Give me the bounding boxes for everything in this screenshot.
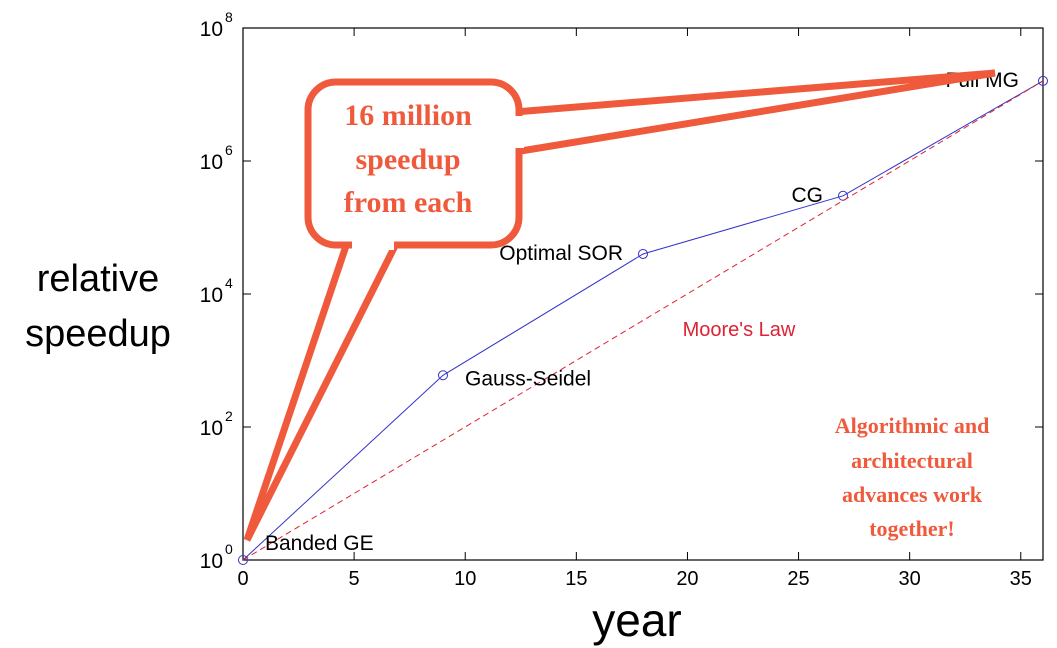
note-line-1: Algorithmic and [835, 413, 990, 438]
y-tick-label: 10 [200, 151, 223, 174]
x-tick-label: 35 [1010, 568, 1032, 590]
y-tick-exponent: 2 [225, 408, 233, 424]
y-tick-exponent: 0 [225, 541, 233, 557]
callout-seam-top [510, 116, 524, 148]
x-tick-label: 10 [454, 568, 476, 590]
series-layer [238, 75, 1048, 565]
x-tick-label: 25 [787, 568, 809, 590]
y-tick-label: 10 [200, 417, 223, 440]
x-tick-label: 30 [899, 568, 921, 590]
note: Algorithmic and architectural advances w… [835, 413, 990, 541]
algorithm-line [242, 80, 1044, 561]
callout: 16 million speedup from each [243, 69, 996, 542]
callout-line-2: speedup [355, 143, 460, 176]
x-tick-label: 0 [237, 568, 248, 590]
y-tick-label: 10 [200, 284, 223, 307]
point-label: Gauss-Seidel [465, 367, 591, 390]
x-tick-label: 15 [565, 568, 587, 590]
note-line-3: advances work [842, 482, 983, 507]
moores-law-line [242, 80, 1044, 561]
note-line-4: together! [869, 516, 955, 541]
x-axis-ticks: 0 5 10 15 20 25 30 35 [237, 28, 1032, 590]
y-axis-label-line-2: speedup [25, 313, 171, 355]
y-tick-exponent: 8 [225, 9, 233, 25]
callout-pointer-top [511, 69, 996, 157]
y-tick-label: 10 [200, 18, 223, 41]
data-point-marker [1038, 75, 1048, 86]
y-tick-label: 10 [200, 550, 223, 573]
point-label: Optimal SOR [499, 242, 623, 265]
data-point-marker [838, 190, 848, 201]
y-tick-exponent: 4 [225, 275, 233, 291]
callout-line-1: 16 million [344, 99, 472, 132]
moores-law-label: Moore's Law [683, 319, 796, 341]
data-point-marker [638, 248, 648, 259]
y-tick-exponent: 6 [225, 142, 233, 158]
callout-seam-bottom [352, 238, 394, 250]
data-point-marker [238, 555, 248, 565]
callout-box [304, 78, 523, 249]
x-tick-label: 5 [349, 568, 360, 590]
point-label: CG [792, 184, 824, 207]
callout-line-3: from each [344, 186, 473, 219]
x-tick-label: 20 [676, 568, 698, 590]
y-axis-label-line-1: relative [37, 258, 160, 300]
x-axis-label: year [592, 594, 681, 646]
point-label: Banded GE [265, 532, 374, 555]
note-line-2: architectural [851, 448, 973, 473]
data-point-marker [438, 370, 448, 381]
callout-pointer-bottom [243, 236, 404, 542]
